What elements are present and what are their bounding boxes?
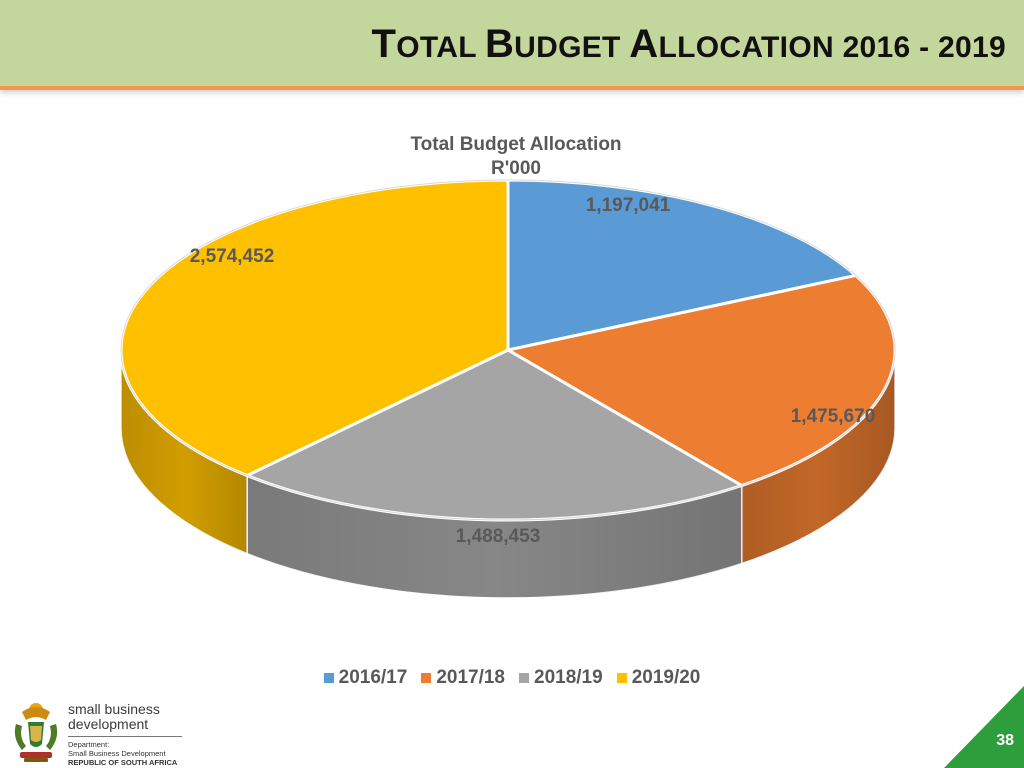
- legend-swatch: [323, 673, 334, 683]
- data-label-2019-20: 2,574,452: [190, 246, 275, 267]
- legend-label: 2016/17: [338, 667, 408, 688]
- pie-side-shade-2018-19: [247, 475, 742, 598]
- slide-number: 38: [996, 732, 1014, 749]
- coat-of-arms-icon: [14, 703, 58, 762]
- pie-side-shade-2017-18: [741, 350, 896, 564]
- legend-label: 2018/19: [534, 667, 603, 688]
- pie-sides: [120, 349, 896, 599]
- logo-brand-line2: development: [68, 716, 149, 732]
- chart-subtitle: R'000: [491, 158, 541, 179]
- slide-title: TOTAL BUDGET ALLOCATION 2016 - 2019: [371, 22, 1006, 66]
- data-label-2017-18: 1,475,670: [791, 406, 876, 427]
- chart-legend: 2016/17 2017/18 2018/19 2019/20: [0, 667, 1024, 689]
- pie-tops: [119, 178, 897, 522]
- logo-text: small business development Department: S…: [68, 702, 182, 767]
- legend-label: 2017/18: [436, 667, 505, 688]
- legend-item-2019-20: 2019/20: [616, 667, 701, 689]
- pie-side-shade-2019-20: [121, 350, 248, 554]
- legend-swatch: [421, 673, 432, 683]
- logo-brand-line1: small business: [68, 701, 160, 717]
- data-label-2018-19: 1,488,453: [456, 526, 541, 547]
- legend-item-2016-17: 2016/17: [323, 667, 408, 689]
- logo-divider: [68, 736, 182, 737]
- data-label-2016-17: 1,197,041: [586, 195, 671, 216]
- pie-rim: [120, 179, 896, 521]
- legend-item-2018-19: 2018/19: [519, 667, 603, 689]
- legend-swatch: [616, 673, 627, 683]
- logo-country: REPUBLIC OF SOUTH AFRICA: [68, 758, 178, 767]
- legend-item-2017-18: 2017/18: [421, 667, 505, 689]
- legend-swatch: [519, 673, 529, 683]
- title-bar: TOTAL BUDGET ALLOCATION 2016 - 2019: [0, 0, 1024, 90]
- legend-label: 2019/20: [631, 667, 701, 688]
- chart-title: Total Budget Allocation: [410, 134, 621, 155]
- logo-department-name: Small Business Development: [68, 749, 166, 758]
- department-logo: small business development Department: S…: [8, 698, 208, 767]
- logo-department: Department:: [68, 740, 110, 749]
